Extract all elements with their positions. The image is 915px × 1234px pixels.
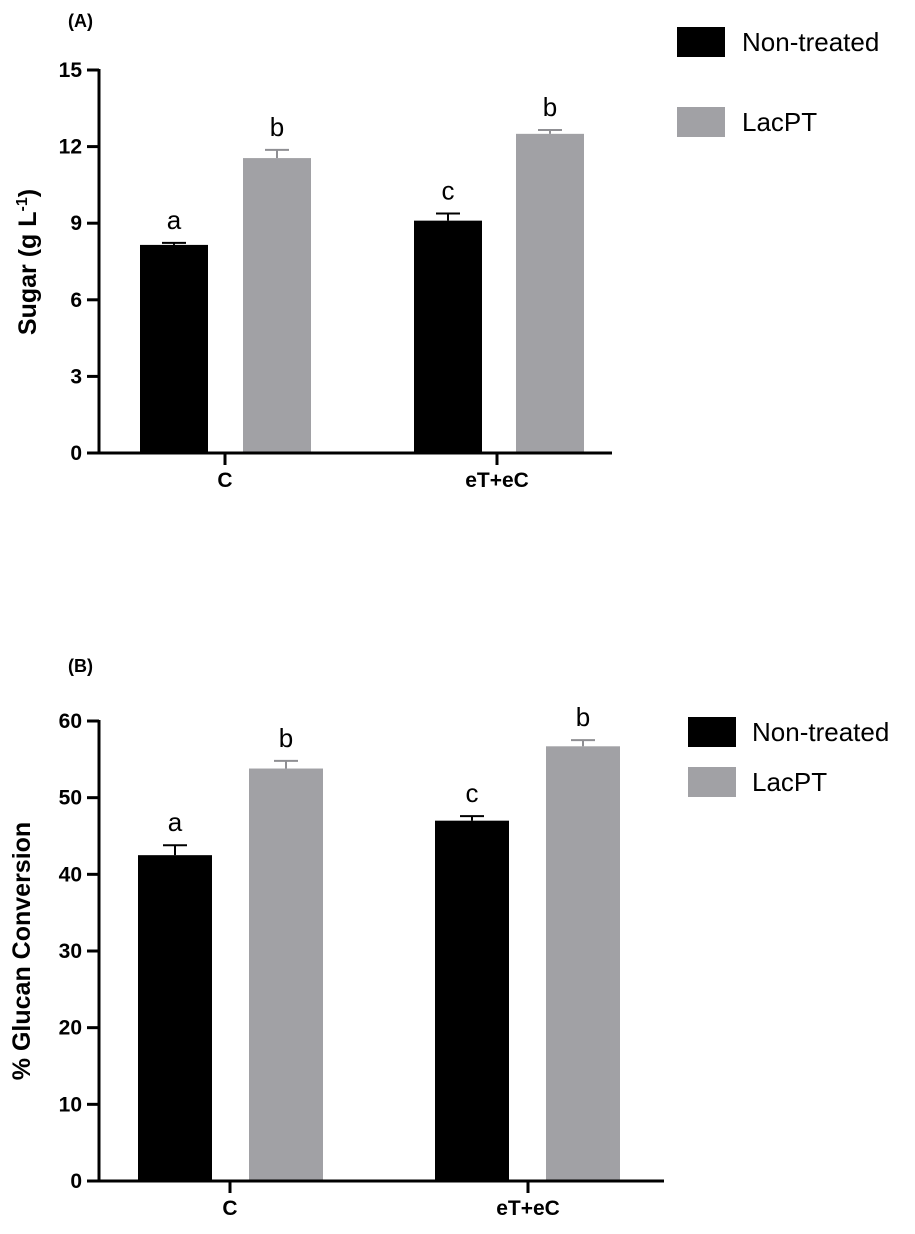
panel-a-y-tick-label: 12 bbox=[59, 136, 82, 159]
panel-a-label: (A) bbox=[68, 11, 93, 31]
panel-b-chart: (B) % Glucan Conversion a c b b 0 10 20 30 40 50… bbox=[8, 656, 889, 1220]
panel-b-bar-non-treated-et-ec bbox=[435, 820, 509, 1181]
panel-b-bar-lacpt-c bbox=[249, 768, 323, 1181]
panel-b-y-tick-label: 30 bbox=[59, 940, 82, 963]
panel-b-significance-letter: a bbox=[168, 807, 183, 837]
panel-a-significance-letters: a c b b bbox=[167, 92, 557, 235]
panel-b-y-ticks: 0 10 20 30 40 50 60 bbox=[59, 710, 99, 1193]
panel-b-y-tick-label: 40 bbox=[59, 863, 82, 886]
panel-a-y-tick-label: 0 bbox=[70, 442, 82, 465]
panel-b-legend-swatch-non-treated bbox=[688, 717, 736, 747]
panel-a-legend-swatch-lacpt bbox=[677, 107, 725, 137]
panel-b-y-tick-label: 60 bbox=[59, 710, 82, 733]
panel-a-y-tick-label: 6 bbox=[70, 289, 82, 312]
panel-a-y-tick-label: 3 bbox=[70, 365, 82, 388]
panel-b-bar-lacpt-et-ec bbox=[546, 746, 620, 1181]
panel-b-y-tick-label: 0 bbox=[70, 1170, 82, 1193]
panel-b-significance-letter: b bbox=[576, 702, 590, 732]
panel-b-legend-label-non-treated: Non-treated bbox=[752, 717, 889, 747]
panel-a-axes bbox=[97, 69, 612, 455]
panel-b-significance-letter: c bbox=[466, 778, 479, 808]
panel-a-y-tick-label: 15 bbox=[59, 59, 83, 82]
panel-b-error-bars bbox=[163, 739, 595, 856]
panel-b-y-tick-label: 50 bbox=[59, 787, 82, 810]
panel-b-bars bbox=[138, 746, 620, 1181]
panel-a-bars bbox=[140, 133, 584, 454]
panel-b-legend-swatch-lacpt bbox=[688, 767, 736, 797]
panel-a-bar-non-treated-et-ec bbox=[414, 220, 482, 453]
panel-a-significance-letter: b bbox=[270, 112, 284, 142]
panel-b-y-axis-title: % Glucan Conversion bbox=[8, 822, 36, 1080]
panel-a-bar-lacpt-et-ec bbox=[516, 133, 584, 454]
panel-b-bar-non-treated-c bbox=[138, 855, 212, 1181]
panel-a-x-category-label: eT+eC bbox=[465, 469, 529, 492]
panel-a-bar-lacpt-c bbox=[243, 158, 311, 453]
panel-b-significance-letters: a c b b bbox=[168, 702, 590, 837]
panel-b-y-tick-label: 10 bbox=[59, 1093, 82, 1116]
panel-a-significance-letter: c bbox=[442, 175, 455, 205]
panel-a-significance-letter: a bbox=[167, 205, 182, 235]
panel-b-label: (B) bbox=[68, 656, 93, 676]
panel-a-bar-non-treated-c bbox=[140, 244, 208, 453]
panel-a-y-axis-title: Sugar (g L-1) bbox=[14, 189, 42, 335]
panel-b-legend: Non-treated LacPT bbox=[688, 717, 889, 797]
panel-a-significance-letter: b bbox=[543, 92, 557, 122]
panel-a-x-category-label: C bbox=[217, 469, 232, 492]
panel-a-y-tick-label: 9 bbox=[70, 212, 82, 235]
panel-a-legend-label-non-treated: Non-treated bbox=[742, 27, 879, 57]
panel-b-x-category-label: C bbox=[222, 1197, 237, 1220]
panel-a-error-bars bbox=[162, 129, 562, 245]
panel-a-legend-swatch-non-treated bbox=[677, 27, 725, 57]
panel-b-significance-letter: b bbox=[279, 723, 293, 753]
panel-b-y-tick-label: 20 bbox=[59, 1017, 82, 1040]
panel-b-x-category-label: eT+eC bbox=[496, 1197, 560, 1220]
panel-a-legend-label-lacpt: LacPT bbox=[742, 107, 817, 137]
panel-b-legend-label-lacpt: LacPT bbox=[752, 767, 827, 797]
panel-a-y-ticks: 0 3 6 9 12 15 bbox=[59, 59, 99, 465]
panel-a-legend: Non-treated LacPT bbox=[677, 27, 879, 137]
